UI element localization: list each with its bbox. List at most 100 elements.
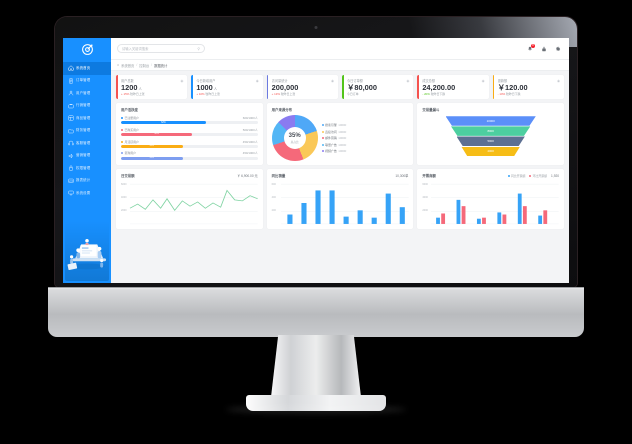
sidebar-item-users[interactable]: 用户管理	[63, 87, 111, 100]
breadcrumb-item[interactable]: 控制台	[139, 63, 150, 68]
sidebar-item-label: 报表统计	[76, 178, 91, 183]
progress-row: 复购用户 450/1000人 45%	[121, 151, 258, 160]
stat-value: ￥120.00	[497, 83, 528, 92]
y-tick: 2000	[422, 209, 428, 213]
breadcrumb-item-current: 数据统计	[154, 63, 168, 68]
progress-row: 已购买用户 500/1000人 52%	[121, 128, 258, 136]
breadcrumb-item[interactable]: 系统首页	[121, 63, 135, 68]
bar-chart: 600 400 200	[272, 181, 409, 225]
question-icon[interactable]: ◉	[331, 78, 334, 83]
stat-card[interactable]: 今日新增用户 ◉ 1000人 + 10% 较昨日上涨	[191, 75, 263, 100]
lock-icon	[68, 165, 74, 171]
question-icon[interactable]: ◉	[557, 78, 560, 83]
sidebar-item-label: 客服管理	[76, 140, 91, 145]
app-logo[interactable]	[63, 38, 111, 60]
question-icon[interactable]: ◉	[255, 78, 259, 83]
middle-row: 用户活跃度 已注册用户 600/1000人 62% 已购买用户 500/1000人	[116, 103, 565, 166]
bell-icon[interactable]: 8	[526, 43, 535, 52]
stat-card[interactable]: 访问量统计 ◉ 200,000 + 13% 较昨日上涨	[266, 75, 338, 100]
stat-title: 今日订单额	[346, 79, 363, 83]
donut-sublabel: 总占比	[290, 140, 299, 144]
stat-card[interactable]: 退款额 ◉ ￥120.00 - 10% 较昨日下跌	[492, 75, 564, 100]
topbar-icons: 8	[526, 43, 561, 52]
question-icon[interactable]: ◉	[180, 78, 184, 83]
panel-title: 日交易额	[121, 174, 135, 179]
y-tick: 200	[271, 209, 276, 213]
accent-bar	[116, 75, 118, 100]
webcam-dot	[314, 26, 318, 29]
notification-badge: 8	[531, 43, 535, 48]
stat-value: ￥80,000	[346, 83, 377, 92]
sidebar-item-label: 财务管理	[76, 128, 91, 133]
y-tick: 4000	[422, 196, 428, 200]
sidebar-item-marketing[interactable]: 行销管理	[63, 100, 111, 113]
funnel-label: 支付成功	[523, 149, 537, 153]
main-area: 请输入关键词搜索 ⚲ 8	[111, 38, 569, 283]
sidebar-item-home[interactable]: 系统首页	[63, 62, 111, 75]
funnel-label: 提交订单	[528, 139, 542, 143]
dashboard-app: 系统首页 订单管理 用户管理	[63, 38, 569, 283]
sidebar-item-finance[interactable]: 财务管理	[63, 125, 111, 138]
progress-value: 600/1000人	[242, 115, 258, 120]
panel-header-value: ￥ 6,900.00 元	[237, 174, 258, 179]
panel-title: 交易量漏斗	[422, 108, 440, 113]
progress-row: 月活跃用户 450/1000人 45%	[121, 140, 258, 148]
line-chart: 6000 4000 2000	[121, 181, 258, 225]
question-icon[interactable]: ◉	[481, 78, 485, 83]
sidebar-item-label: 系统首页	[76, 65, 91, 70]
accent-bar	[492, 75, 495, 100]
legend-item[interactable]: 邮件营销 10000	[321, 136, 346, 140]
funnel-label: 访问商品页	[539, 119, 556, 123]
question-icon[interactable]: ◉	[406, 78, 410, 83]
gear-icon[interactable]	[554, 45, 561, 52]
user-icon	[68, 90, 74, 96]
sidebar-item-settings[interactable]: 系统设置	[63, 187, 111, 200]
sidebar-item-orders[interactable]: 订单管理	[63, 75, 111, 88]
progress-row: 已注册用户 600/1000人 62%	[121, 115, 258, 125]
stat-title: 退款额	[497, 79, 508, 83]
legend-item[interactable]: 同比开票额	[507, 174, 525, 178]
sidebar-item-permissions[interactable]: 权限管理	[63, 162, 111, 175]
progress-track: 45%	[121, 144, 258, 148]
legend-item[interactable]: 视频广告 10000	[321, 149, 346, 153]
search-input[interactable]: 请输入关键词搜索 ⚲	[117, 44, 205, 53]
sidebar-item-label: 系统设置	[76, 190, 91, 195]
sidebar-item-promotion[interactable]: 营销管理	[63, 150, 111, 163]
sidebar-item-reports[interactable]: 报表统计	[63, 175, 111, 188]
legend-item[interactable]: 搜索引擎 10000	[321, 123, 346, 127]
stat-value: 24,200.00	[422, 83, 456, 92]
y-tick: 4000	[121, 196, 127, 200]
monitor-bezel: 系统首页 订单管理 用户管理	[55, 17, 577, 287]
funnel-segment[interactable]: 5000 提交订单	[456, 136, 525, 146]
topbar: 请输入关键词搜索 ⚲ 8	[111, 38, 569, 60]
funnel-segment[interactable]: 10000 访问商品页	[445, 116, 536, 126]
sidebar-item-support[interactable]: 客服管理	[63, 137, 111, 150]
stand-shadow	[226, 405, 406, 414]
stat-card[interactable]: 用户总数 ◉ 1200人 + 15% 较昨日上涨	[116, 75, 188, 100]
progress-track: 45%	[121, 156, 258, 160]
accent-bar	[191, 75, 193, 100]
legend-item[interactable]: 联盟广告 10000	[321, 143, 346, 147]
donut-percent: 35%	[288, 132, 301, 139]
progress-list: 已注册用户 600/1000人 62% 已购买用户 500/1000人 52%	[121, 116, 258, 160]
sidebar-item-label: 营销管理	[76, 153, 91, 158]
stat-footer: + 13% 较昨日上涨	[271, 92, 296, 97]
imac-monitor: 系统首页 订单管理 用户管理	[48, 17, 584, 414]
y-tick: 600	[271, 183, 276, 187]
funnel-segment[interactable]: 8000 加入购物车	[451, 126, 531, 136]
daily-orders-panel: 同比销量 10,300单 600 400 200	[266, 169, 414, 230]
file-icon	[68, 78, 74, 84]
legend-item[interactable]: 环比开票额	[529, 174, 547, 178]
sidebar-item-products[interactable]: 商品管理	[63, 112, 111, 125]
breadcrumb-separator: /	[136, 63, 138, 67]
legend-item[interactable]: 直接访问 10000	[321, 130, 346, 134]
lock-icon[interactable]	[540, 45, 547, 52]
stat-card[interactable]: 今日订单额 ◉ ￥80,000 今日订单	[341, 75, 414, 100]
funnel-segment[interactable]: 2000 支付成功	[461, 146, 521, 157]
grouped-bar-chart: 6000 4000 2000	[422, 181, 560, 225]
stat-footer: - 10% 较昨日下跌	[497, 92, 521, 97]
stat-value: 200,000	[271, 83, 299, 92]
monitor-icon	[68, 190, 74, 196]
stat-card[interactable]: 成交总额 ◉ 24,200.00 - 20% 较昨日下跌	[417, 75, 489, 100]
